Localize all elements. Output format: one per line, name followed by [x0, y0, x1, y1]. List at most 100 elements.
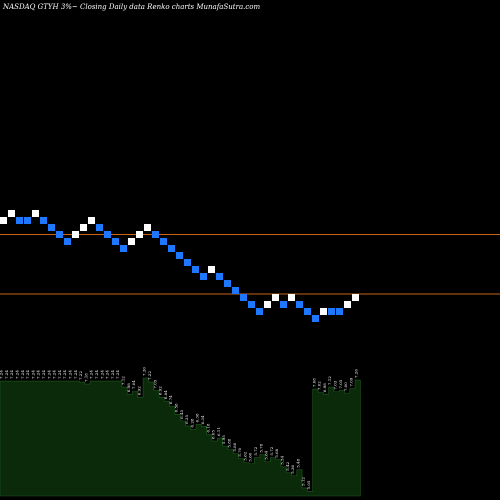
price-label: 7.24 — [30, 370, 35, 379]
price-label: 7.12 — [327, 376, 332, 385]
renko-brick-down — [168, 245, 175, 252]
price-label: 5.42 — [285, 461, 290, 470]
renko-brick-down — [112, 238, 119, 245]
renko-brick-up — [208, 266, 215, 273]
price-area-panel: 7.24 7.24 7.24 7.24 7.24 7.24 7.24 7.24 7.24 7.24… — [0, 367, 361, 497]
price-label: 7.12 — [121, 376, 126, 385]
renko-brick-down — [312, 315, 319, 322]
renko-brick-down — [48, 224, 55, 231]
renko-brick-up — [88, 217, 95, 224]
renko-brick-down — [104, 231, 111, 238]
price-label: 5.68 — [274, 448, 279, 457]
price-label: 6.84 — [163, 390, 168, 399]
price-label: 5.36 — [290, 464, 295, 473]
renko-brick-down — [64, 238, 71, 245]
renko-brick-down — [16, 217, 23, 224]
price-label: 7.18 — [83, 373, 88, 382]
price-area — [0, 377, 361, 497]
price-label: 6.34 — [200, 415, 205, 424]
renko-brick-down — [200, 273, 207, 280]
price-label: 7.24 — [62, 370, 67, 379]
price-label: 7.24 — [94, 370, 99, 379]
price-label: 7.24 — [57, 370, 62, 379]
renko-brick-down — [240, 294, 247, 301]
renko-brick-down — [192, 266, 199, 273]
renko-brick-up — [320, 308, 327, 315]
price-label: 7.24 — [99, 370, 104, 379]
renko-brick-up — [352, 294, 359, 301]
price-label: 5.54 — [280, 455, 285, 464]
price-label: 6.92 — [158, 386, 163, 395]
price-label: 7.24 — [110, 370, 115, 379]
price-label: 6.05 — [211, 430, 216, 439]
price-label: 7.24 — [46, 370, 51, 379]
price-label: 5.60 — [248, 452, 253, 461]
renko-brick-down — [336, 308, 343, 315]
price-label: 7.04 — [131, 380, 136, 389]
price-label: 7.24 — [4, 370, 9, 379]
price-label: 7.24 — [68, 370, 73, 379]
renko-brick-up — [264, 301, 271, 308]
renko-brick-down — [232, 287, 239, 294]
price-label: 7.05 — [152, 379, 157, 388]
renko-brick-down — [328, 308, 335, 315]
renko-brick-up — [344, 301, 351, 308]
renko-brick-up — [72, 231, 79, 238]
renko-brick-up — [80, 224, 87, 231]
price-label: 7.08 — [311, 378, 316, 387]
renko-brick-up — [0, 217, 7, 224]
renko-brick-down — [152, 231, 159, 238]
price-label: 7.24 — [115, 370, 120, 379]
price-label: 7.24 — [52, 370, 57, 379]
price-label: 6.35 — [184, 415, 189, 424]
price-label: 7.30 — [142, 367, 147, 376]
price-label: 6.45 — [179, 410, 184, 419]
renko-brick-down — [176, 252, 183, 259]
price-label: 6.28 — [189, 418, 194, 427]
price-label: 6.58 — [174, 403, 179, 412]
price-label: 6.18 — [205, 423, 210, 432]
price-label: 7.26 — [354, 369, 359, 378]
price-label: 5.78 — [258, 443, 263, 452]
renko-brick-up — [272, 294, 279, 301]
renko-brick-down — [120, 245, 127, 252]
price-label: 7.24 — [89, 370, 94, 379]
price-label: 7.24 — [20, 370, 25, 379]
price-label: 7.22 — [147, 371, 152, 380]
price-label: 6.98 — [126, 383, 131, 392]
price-label: 5.72 — [253, 446, 258, 455]
price-label: 5.88 — [227, 438, 232, 447]
renko-brick-down — [224, 280, 231, 287]
renko-brick-up — [128, 238, 135, 245]
price-label: 7.24 — [41, 370, 46, 379]
price-label: 5.12 — [301, 477, 306, 486]
price-label: 5.62 — [242, 451, 247, 460]
price-label: 7.24 — [36, 370, 41, 379]
price-label: 6.98 — [322, 383, 327, 392]
price-label: 6.38 — [195, 413, 200, 422]
price-label: 6.92 — [136, 386, 141, 395]
renko-brick-down — [296, 301, 303, 308]
price-label: 7.24 — [9, 370, 14, 379]
price-label: 7.24 — [105, 370, 110, 379]
renko-brick-up — [8, 210, 15, 217]
chart-title: NASDAQ GTYH 3%~ Closing Daily data Renko… — [2, 3, 260, 11]
price-label: 7.09 — [348, 377, 353, 386]
renko-brick-down — [248, 301, 255, 308]
price-label: 6.74 — [168, 395, 173, 404]
price-label: 5.70 — [237, 447, 242, 456]
renko-brick-down — [256, 308, 263, 315]
renko-bricks — [0, 210, 359, 322]
renko-brick-down — [160, 238, 167, 245]
price-label: 7.24 — [73, 370, 78, 379]
price-label: 6.11 — [216, 427, 221, 436]
price-label: 7.02 — [317, 381, 322, 390]
price-label: 7.22 — [78, 371, 83, 380]
renko-brick-down — [304, 308, 311, 315]
renko-brick-down — [184, 259, 191, 266]
renko-brick-down — [40, 217, 47, 224]
price-label: 7.03 — [333, 380, 338, 389]
price-label: 7.24 — [25, 370, 30, 379]
price-label: 5.48 — [295, 458, 300, 467]
